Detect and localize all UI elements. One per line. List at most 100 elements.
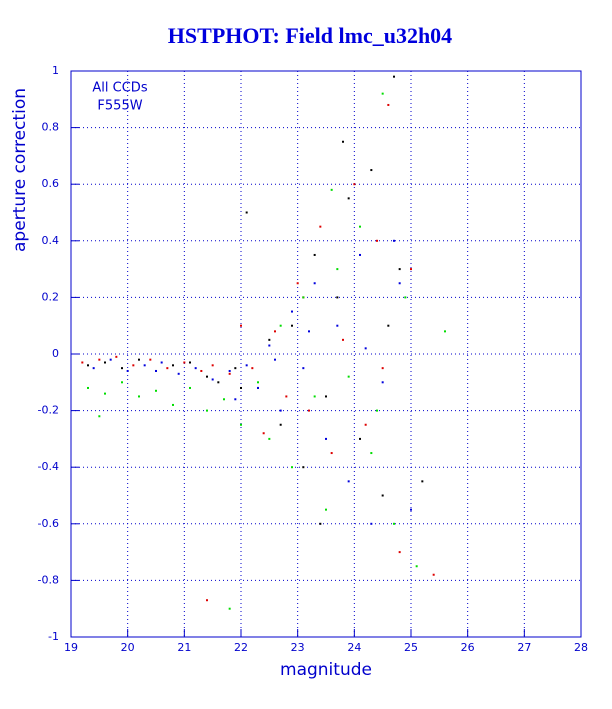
point xyxy=(98,415,101,418)
point xyxy=(183,361,186,364)
x-tick-label: 22 xyxy=(234,641,248,654)
point xyxy=(364,347,367,350)
y-tick-label: 0.4 xyxy=(42,234,60,247)
point xyxy=(325,395,327,398)
point xyxy=(155,369,157,372)
point xyxy=(268,338,271,341)
y-tick-label: -1 xyxy=(48,630,59,643)
point xyxy=(410,268,412,271)
point xyxy=(313,253,316,256)
point xyxy=(381,381,384,384)
point xyxy=(359,225,361,228)
point xyxy=(228,607,231,610)
point xyxy=(87,364,89,367)
x-tick-label: 26 xyxy=(461,641,475,654)
point xyxy=(126,369,129,372)
point xyxy=(353,183,356,186)
point xyxy=(415,565,418,568)
y-tick-label: 1 xyxy=(52,64,59,77)
point xyxy=(274,358,276,361)
point xyxy=(381,367,384,370)
annotation: F555W xyxy=(97,99,142,114)
x-tick-label: 20 xyxy=(121,641,135,654)
y-axis-label: aperture correction xyxy=(10,88,30,252)
point xyxy=(217,381,220,384)
point xyxy=(342,140,344,143)
x-tick-label: 24 xyxy=(347,641,361,654)
point xyxy=(432,573,435,576)
point xyxy=(279,324,282,327)
point xyxy=(347,480,350,483)
point xyxy=(268,344,271,347)
point xyxy=(121,367,123,370)
point xyxy=(138,395,140,398)
point xyxy=(359,437,361,440)
point xyxy=(251,367,254,370)
point xyxy=(398,268,401,271)
point xyxy=(393,522,395,525)
point xyxy=(194,367,197,370)
point xyxy=(393,239,395,242)
y-tick-label: -0.6 xyxy=(38,517,59,530)
point xyxy=(319,522,322,525)
point xyxy=(381,92,384,95)
point xyxy=(296,282,299,285)
point xyxy=(189,361,191,364)
y-tick-label: -0.2 xyxy=(38,404,59,417)
point xyxy=(302,296,305,299)
x-tick-label: 25 xyxy=(404,641,418,654)
point xyxy=(211,378,214,381)
y-tick-label: 0 xyxy=(52,347,59,360)
point xyxy=(398,282,401,285)
point xyxy=(234,398,237,401)
point xyxy=(370,522,373,525)
point xyxy=(330,452,333,455)
point xyxy=(132,364,135,367)
point xyxy=(206,409,208,412)
point xyxy=(234,367,237,370)
point xyxy=(279,409,282,412)
x-tick-label: 23 xyxy=(291,641,305,654)
point xyxy=(285,395,288,398)
point xyxy=(291,310,293,313)
point xyxy=(325,437,327,440)
point xyxy=(177,372,180,375)
point xyxy=(421,480,424,483)
y-tick-label: -0.8 xyxy=(38,573,59,586)
point xyxy=(291,466,293,469)
point xyxy=(336,268,339,271)
point xyxy=(121,381,123,384)
point xyxy=(268,437,271,440)
point xyxy=(240,386,242,389)
point xyxy=(387,324,390,327)
point xyxy=(262,432,265,435)
point xyxy=(330,188,333,191)
point xyxy=(160,361,163,364)
point xyxy=(325,508,327,511)
point xyxy=(370,452,373,455)
point xyxy=(393,75,395,78)
point xyxy=(245,364,248,367)
point xyxy=(138,358,140,361)
point xyxy=(364,423,367,426)
point xyxy=(376,239,378,242)
point xyxy=(228,372,231,375)
point xyxy=(347,375,350,378)
point xyxy=(279,423,282,426)
point xyxy=(308,409,310,412)
point xyxy=(291,324,293,327)
annotation: All CCDs xyxy=(92,81,147,96)
point xyxy=(359,253,361,256)
point xyxy=(336,324,339,327)
point xyxy=(172,364,174,367)
point xyxy=(376,409,378,412)
y-tick-label: 0.2 xyxy=(42,290,60,303)
x-tick-label: 19 xyxy=(64,641,78,654)
point xyxy=(370,169,373,172)
point xyxy=(98,358,101,361)
point xyxy=(387,103,390,106)
point xyxy=(313,395,316,398)
point xyxy=(143,364,146,367)
point xyxy=(228,369,231,372)
